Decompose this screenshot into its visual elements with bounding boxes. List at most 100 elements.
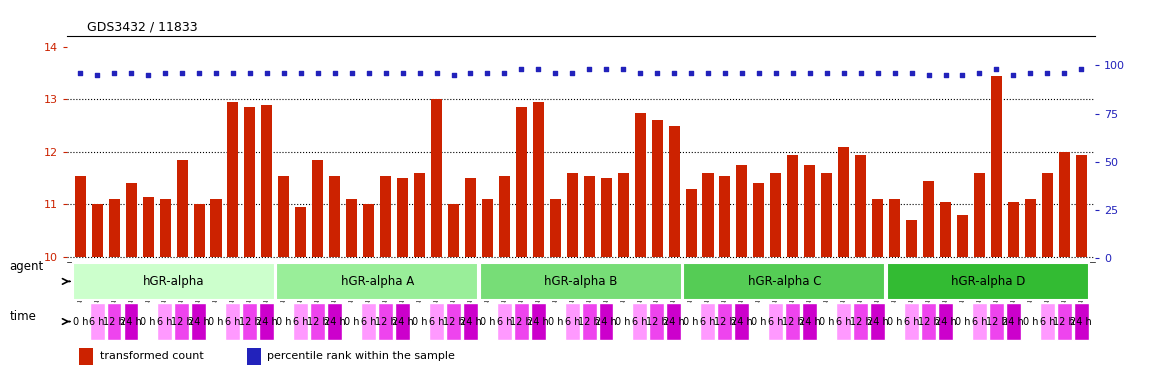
Bar <box>906 220 917 257</box>
Text: 0 h: 0 h <box>480 316 496 326</box>
Point <box>800 70 819 76</box>
Bar <box>600 178 612 257</box>
Text: 6 h: 6 h <box>225 316 240 326</box>
Bar <box>276 303 291 340</box>
Bar <box>856 155 866 257</box>
Point <box>275 70 293 76</box>
Point <box>325 70 344 76</box>
Bar <box>462 303 477 340</box>
Bar <box>703 173 713 257</box>
Point <box>733 70 751 76</box>
Text: 0 h: 0 h <box>412 316 428 326</box>
Text: 24 h: 24 h <box>121 316 143 326</box>
Bar <box>770 173 781 257</box>
Bar <box>381 175 391 257</box>
Text: agent: agent <box>9 260 44 273</box>
Bar <box>718 303 733 340</box>
Point <box>1055 70 1073 76</box>
Text: 6 h: 6 h <box>497 316 512 326</box>
Text: 0 h: 0 h <box>547 316 564 326</box>
Point <box>580 66 598 72</box>
Bar <box>788 155 798 257</box>
Bar <box>313 160 323 257</box>
Bar <box>72 303 87 340</box>
Point <box>614 66 632 72</box>
Bar <box>1074 303 1089 340</box>
Point <box>105 70 123 76</box>
Bar <box>991 76 1002 257</box>
Bar <box>904 303 919 340</box>
Text: 6 h: 6 h <box>1040 316 1055 326</box>
Bar <box>940 202 951 257</box>
Point <box>393 70 412 76</box>
Text: 0 h: 0 h <box>344 316 360 326</box>
Bar <box>293 303 308 340</box>
Bar <box>92 204 102 257</box>
Bar <box>329 175 340 257</box>
Point <box>172 70 191 76</box>
Bar <box>276 263 478 300</box>
Point <box>953 72 972 78</box>
Bar <box>804 165 815 257</box>
Point <box>240 70 259 76</box>
Bar <box>412 303 427 340</box>
Point <box>444 72 462 78</box>
Bar <box>361 303 376 340</box>
Point <box>292 70 311 76</box>
Bar <box>532 102 544 257</box>
Text: 0 h: 0 h <box>615 316 631 326</box>
Text: 12 h: 12 h <box>986 316 1007 326</box>
Bar <box>446 303 461 340</box>
Bar <box>497 303 512 340</box>
Bar <box>346 199 358 257</box>
Point <box>597 66 615 72</box>
Bar <box>482 199 493 257</box>
Bar <box>584 175 595 257</box>
Text: 24 h: 24 h <box>867 316 889 326</box>
Text: 12 h: 12 h <box>646 316 668 326</box>
Bar <box>921 303 936 340</box>
Bar <box>685 189 697 257</box>
Bar <box>72 263 275 300</box>
Point <box>564 70 582 76</box>
Bar <box>177 160 187 257</box>
Bar <box>296 207 306 257</box>
Text: 12 h: 12 h <box>171 316 193 326</box>
Bar <box>378 303 393 340</box>
Text: 6 h: 6 h <box>158 316 172 326</box>
Point <box>767 70 785 76</box>
Bar <box>225 303 240 340</box>
Bar <box>972 303 987 340</box>
Bar <box>243 303 258 340</box>
Text: hGR-alpha B: hGR-alpha B <box>544 275 618 288</box>
Bar <box>394 303 409 340</box>
Bar <box>228 102 238 257</box>
Text: 0 h: 0 h <box>683 316 699 326</box>
Bar <box>516 108 527 257</box>
Point <box>122 70 140 76</box>
Text: 12 h: 12 h <box>578 316 600 326</box>
Point <box>1021 70 1040 76</box>
Bar <box>448 204 459 257</box>
Point <box>478 70 497 76</box>
Text: 6 h: 6 h <box>632 316 647 326</box>
Point <box>224 70 243 76</box>
Point <box>529 66 547 72</box>
Point <box>647 70 666 76</box>
Text: 12 h: 12 h <box>1053 316 1075 326</box>
Point <box>512 66 530 72</box>
Point <box>971 70 989 76</box>
Text: 0 h: 0 h <box>887 316 903 326</box>
Bar <box>431 99 442 257</box>
Bar <box>635 113 645 257</box>
Text: 24 h: 24 h <box>596 316 618 326</box>
Bar <box>974 173 984 257</box>
Text: 24 h: 24 h <box>256 316 278 326</box>
Bar <box>683 263 886 300</box>
Point <box>903 70 921 76</box>
Point <box>190 70 208 76</box>
Bar <box>175 303 190 340</box>
Bar <box>1042 173 1052 257</box>
Bar <box>140 303 155 340</box>
Text: 24 h: 24 h <box>324 316 346 326</box>
